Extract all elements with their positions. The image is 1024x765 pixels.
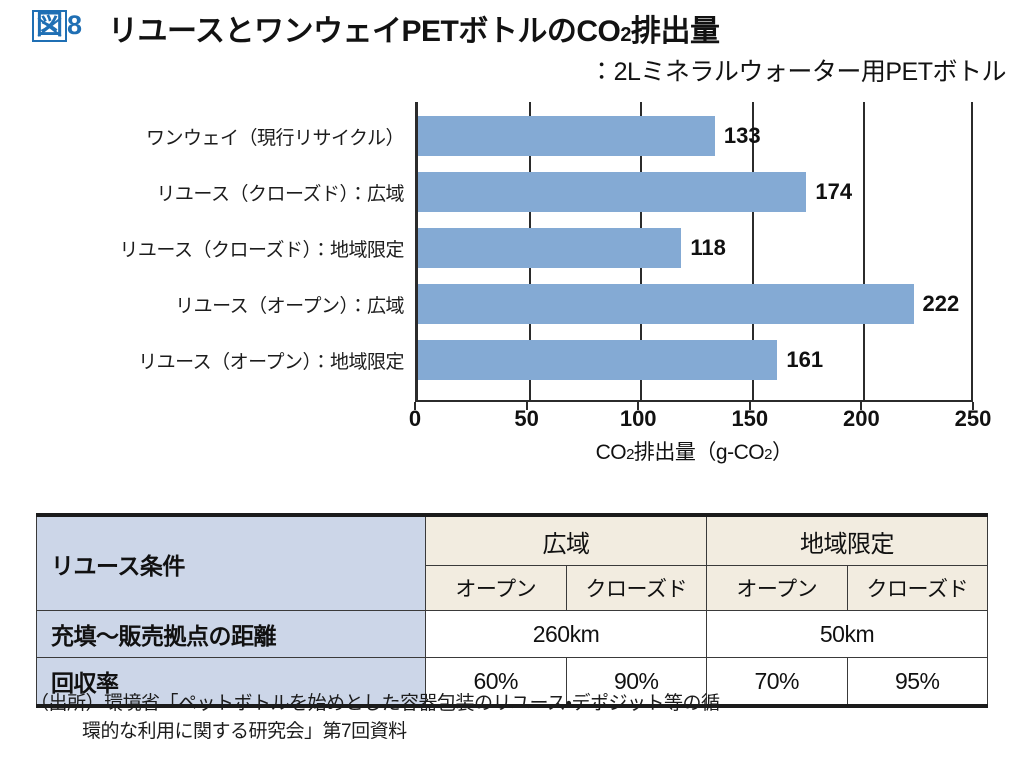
bar-row: 133: [418, 116, 976, 156]
x-axis-title-main: CO: [595, 441, 627, 464]
bar-2: [418, 228, 682, 268]
bar-1: [418, 172, 807, 212]
chart-subtitle: ：2Lミネラルウォーター用PETボトル: [589, 58, 1006, 86]
x-tick-mark-0: [414, 402, 416, 410]
figure-tag-number: 8: [67, 10, 83, 40]
table-cell-0-1: 50km: [706, 610, 988, 658]
x-tick-mark-150: [748, 402, 751, 410]
bar-4: [418, 340, 778, 380]
x-tick-label-200: 200: [843, 406, 880, 431]
table-sub-header-1-1: クローズド: [846, 565, 988, 611]
bar-value-label-4: 161: [786, 347, 824, 372]
gridline-150: [751, 102, 754, 400]
table-cell-1-0: 60%: [425, 657, 567, 708]
x-tick-label-150: 150: [731, 406, 769, 431]
bar-value-label-3: 222: [922, 291, 960, 316]
x-axis-title: CO2排出量（g-CO2）: [415, 436, 973, 466]
table-cell-1-2: 70%: [706, 657, 848, 708]
page-title: リユースとワンウェイPETボトルのCO2排出量: [108, 6, 720, 50]
chart-plot-area: 133 174 118 222 161: [415, 102, 973, 402]
table-row-label-0: 充填〜販売拠点の距離: [36, 610, 426, 658]
gridline-200: [863, 102, 866, 400]
page-title-main: リユースとワンウェイPETボトルのCO: [108, 15, 621, 48]
table-row-label-1: 回収率: [36, 657, 426, 708]
reuse-conditions-table: リユース条件 広域 地域限定 オープン クローズド オープン クローズド 充填〜…: [36, 513, 988, 708]
bar-chart: 133 174 118 222 161 CO2排出量（g-CO2） ワンウェイ（現行リサ…: [0, 92, 1024, 464]
table-cell-1-3: 95%: [846, 657, 988, 708]
bar-value-label-1: 174: [815, 179, 853, 204]
table-body: リユース条件 広域 地域限定 オープン クローズド オープン クローズド 充填〜…: [36, 513, 988, 708]
table-header-row-groups: リユース条件 広域 地域限定: [36, 513, 988, 611]
x-tick-label-100: 100: [619, 406, 657, 431]
bar-value-label-0: 133: [723, 123, 761, 148]
x-axis-title-mid: 排出量（g-CO: [633, 441, 765, 464]
category-label-3: リユース（オープン）：広域: [175, 296, 404, 317]
source-note-line2: 環的な利用に関する研究会」第7回資料: [82, 720, 407, 742]
x-tick-mark-250: [972, 402, 974, 410]
table-cell-1-1: 90%: [565, 657, 707, 708]
category-label-2: リユース（クローズド）：地域限定: [119, 240, 404, 261]
source-note: （出所）環境省「ペットボトルを始めとした容器包装のリユース・デポジット等の循 環…: [30, 690, 1010, 745]
table-row: 回収率 60% 90% 70% 95%: [36, 657, 988, 708]
table-header-row-subs: オープン クローズド オープン クローズド: [37, 565, 988, 611]
x-tick-label-0: 0: [408, 406, 422, 431]
x-axis-title-tail: ）: [771, 441, 793, 464]
source-note-line1: （出所）環境省「ペットボトルを始めとした容器包装のリユース・デポジット等の循: [30, 693, 720, 714]
table-row: 充填〜販売拠点の距離 260km 50km: [36, 610, 988, 658]
page-title-subscript: 2: [620, 24, 631, 46]
table-row-label-header: リユース条件: [36, 513, 426, 611]
category-label-4: リユース（オープン）：地域限定: [138, 352, 404, 373]
x-axis-title-sub1: 2: [626, 446, 634, 463]
x-tick-label-250: 250: [954, 406, 992, 431]
table-cell-0-0: 260km: [425, 610, 707, 658]
bar-row: 174: [418, 172, 976, 212]
category-label-1: リユース（クローズド）：広域: [156, 184, 404, 205]
table-sub-header-0-1: クローズド: [565, 565, 707, 611]
table-group-header-1: 地域限定: [706, 513, 988, 566]
x-tick-label-50: 50: [514, 406, 539, 431]
bar-3: [418, 284, 914, 324]
bar-0: [418, 116, 715, 156]
x-tick-mark-200: [860, 402, 863, 410]
table-group-header-0: 広域: [425, 513, 707, 566]
x-tick-mark-50: [525, 402, 528, 410]
bar-row: 118: [418, 228, 976, 268]
table-sub-header-0-0: オープン: [425, 565, 567, 611]
table-sub-header-1-0: オープン: [706, 565, 848, 611]
bar-row: 222: [418, 284, 976, 324]
page-title-tail: 排出量: [630, 15, 720, 48]
figure-tag-boxed-kanji: 図: [32, 10, 67, 42]
x-axis-title-sub2: 2: [764, 446, 772, 463]
bar-row: 161: [418, 340, 976, 380]
x-tick-mark-100: [637, 402, 640, 410]
bar-value-label-2: 118: [690, 235, 726, 260]
category-label-0: ワンウェイ（現行リサイクル）: [145, 128, 405, 149]
